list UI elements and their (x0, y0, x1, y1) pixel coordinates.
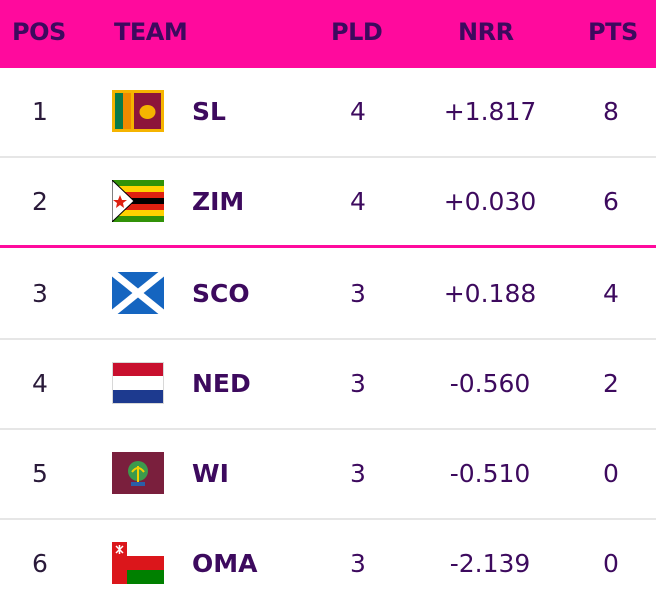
row-pos: 5 (32, 459, 48, 488)
table-row: 6 OMA 3 -2.139 0 (0, 520, 656, 610)
row-nrr: +0.030 (443, 187, 537, 216)
row-pts: 4 (603, 279, 619, 308)
header-pld: PLD (331, 18, 383, 46)
row-pts: 6 (603, 187, 619, 216)
row-pts: 0 (603, 459, 619, 488)
row-team: ZIM (192, 187, 245, 216)
zimbabwe-flag-icon (112, 180, 164, 222)
table-row: 2 ZIM 4 +0.030 6 (0, 158, 656, 248)
row-pts: 2 (603, 369, 619, 398)
row-pos: 3 (32, 279, 48, 308)
row-team: NED (192, 369, 251, 398)
row-pos: 1 (32, 97, 48, 126)
row-nrr: -0.560 (449, 369, 531, 398)
west-indies-flag-icon (112, 452, 164, 494)
row-pts: 0 (603, 549, 619, 578)
row-pos: 2 (32, 187, 48, 216)
row-team: SL (192, 97, 226, 126)
row-nrr: +1.817 (443, 97, 537, 126)
row-pos: 6 (32, 549, 48, 578)
row-nrr: +0.188 (443, 279, 537, 308)
table-row: 3 SCO 3 +0.188 4 (0, 250, 656, 340)
table-row: 5 WI 3 -0.510 0 (0, 430, 656, 520)
row-pos: 4 (32, 369, 48, 398)
row-pld: 4 (350, 97, 366, 126)
row-pld: 3 (350, 459, 366, 488)
row-team: SCO (192, 279, 250, 308)
table-row: 4 NED 3 -0.560 2 (0, 340, 656, 430)
row-pld: 3 (350, 549, 366, 578)
header-pos: POS (12, 18, 66, 46)
row-nrr: -2.139 (449, 549, 531, 578)
sri-lanka-flag-icon (112, 90, 164, 132)
row-nrr: -0.510 (449, 459, 531, 488)
header-pts: PTS (588, 18, 638, 46)
row-pld: 4 (350, 187, 366, 216)
scotland-flag-icon (112, 272, 164, 314)
row-pld: 3 (350, 279, 366, 308)
netherlands-flag-icon (112, 362, 164, 404)
row-team: WI (192, 459, 229, 488)
row-team: OMA (192, 549, 258, 578)
row-pld: 3 (350, 369, 366, 398)
table-row: 1 SL 4 +1.817 8 (0, 68, 656, 158)
table-header: POS TEAM PLD NRR PTS (0, 0, 656, 68)
header-team: TEAM (114, 18, 188, 46)
oman-flag-icon (112, 542, 164, 584)
header-nrr: NRR (458, 18, 514, 46)
row-pts: 8 (603, 97, 619, 126)
